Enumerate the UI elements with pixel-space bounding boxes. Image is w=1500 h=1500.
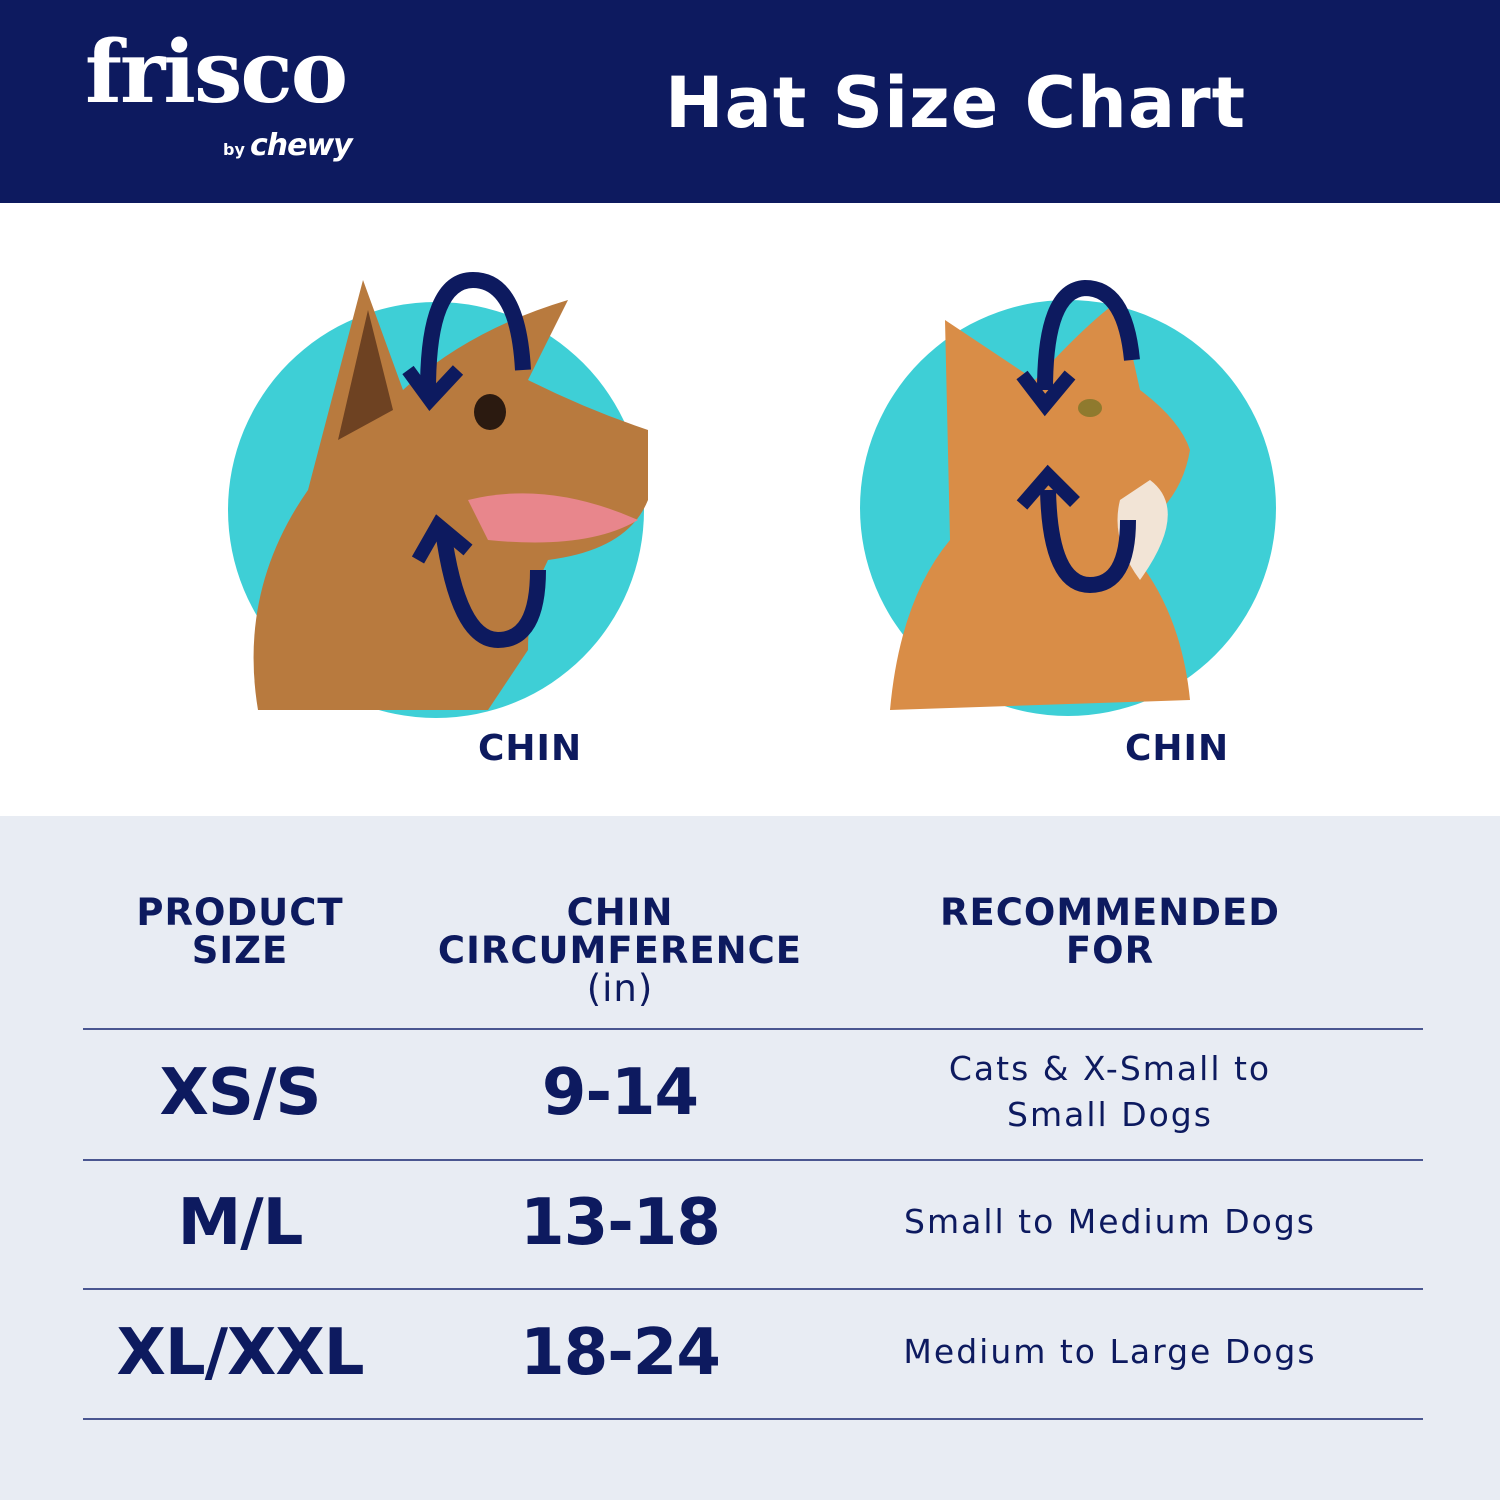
row-3-chin: 18-24: [520, 1316, 721, 1390]
logo-brand: frisco: [85, 22, 348, 123]
logo-by: by: [223, 140, 245, 159]
row-2-chin: 13-18: [520, 1186, 721, 1260]
header-line: PRODUCT: [136, 891, 344, 934]
header-chin-circumference: CHIN CIRCUMFERENCE (in): [420, 894, 820, 1008]
row-1-size: XS/S: [159, 1056, 322, 1130]
frisco-logo: frisco by chewy: [85, 22, 353, 164]
page-title: Hat Size Chart: [665, 62, 1247, 144]
row-2-recommended: Small to Medium Dogs: [904, 1202, 1316, 1241]
size-table: PRODUCT SIZE CHIN CIRCUMFERENCE (in) REC…: [0, 816, 1500, 1500]
header-banner: frisco by chewy Hat Size Chart: [0, 0, 1500, 203]
header-recommended-for: RECOMMENDED FOR: [900, 894, 1320, 970]
header-unit: (in): [586, 967, 654, 1010]
cat-chin-label: CHIN: [1125, 728, 1230, 769]
logo-chewy: chewy: [249, 128, 353, 163]
header-line: CHIN: [566, 891, 674, 934]
dog-chin-label: CHIN: [478, 728, 583, 769]
rec-line: Small Dogs: [1007, 1095, 1213, 1134]
divider: [83, 1418, 1423, 1420]
row-2-size: M/L: [177, 1186, 304, 1260]
dog-illustration: [228, 270, 668, 720]
measure-arrow-icon: [1016, 280, 1140, 594]
divider: [83, 1028, 1423, 1030]
row-1-recommended: Cats & X-Small to Small Dogs: [880, 1046, 1340, 1138]
header-product-size: PRODUCT SIZE: [90, 894, 390, 970]
cat-illustration: [860, 280, 1280, 720]
header-line: FOR: [1065, 929, 1155, 972]
rec-line: Cats & X-Small to: [948, 1049, 1272, 1088]
row-3-recommended: Medium to Large Dogs: [903, 1332, 1317, 1371]
header-line: RECOMMENDED: [940, 891, 1280, 934]
header-line: CIRCUMFERENCE: [437, 929, 803, 972]
measure-arrow-icon: [402, 271, 546, 649]
row-1-chin: 9-14: [541, 1056, 699, 1130]
divider: [83, 1288, 1423, 1290]
header-line: SIZE: [191, 929, 289, 972]
divider: [83, 1159, 1423, 1161]
row-3-size: XL/XXL: [116, 1316, 365, 1390]
